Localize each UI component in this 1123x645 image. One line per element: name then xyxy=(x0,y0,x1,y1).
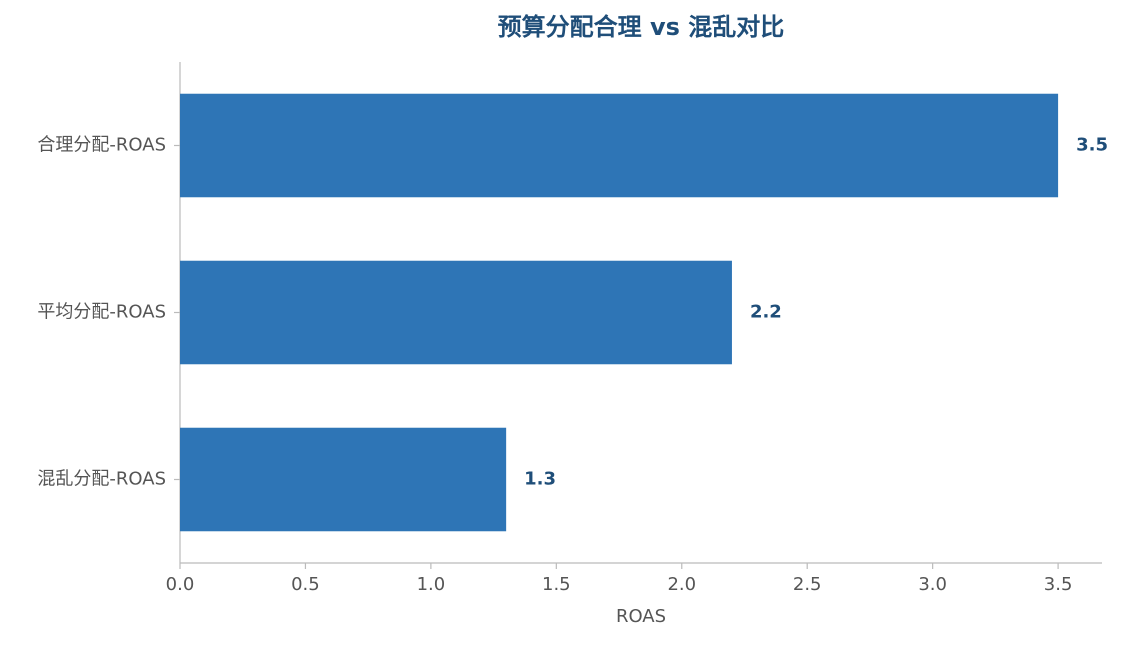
value-label: 1.3 xyxy=(524,469,556,490)
bar xyxy=(180,427,507,532)
x-tick-label: 1.0 xyxy=(417,574,446,595)
y-tick-label: 平均分配-ROAS xyxy=(37,302,166,323)
x-tick-label: 0.0 xyxy=(166,574,195,595)
x-tick-label: 1.5 xyxy=(542,574,571,595)
x-tick-label: 0.5 xyxy=(291,574,320,595)
value-label: 2.2 xyxy=(750,302,782,323)
x-tick-label: 2.5 xyxy=(793,574,822,595)
bar xyxy=(180,93,1059,198)
chart-title: 预算分配合理 vs 混乱对比 xyxy=(498,13,785,41)
y-tick-label: 合理分配-ROAS xyxy=(37,135,166,156)
bar xyxy=(180,260,732,365)
value-label: 3.5 xyxy=(1076,135,1108,156)
x-tick-label: 2.0 xyxy=(667,574,696,595)
x-axis-label: ROAS xyxy=(616,606,666,627)
x-tick-label: 3.5 xyxy=(1044,574,1073,595)
x-tick-label: 3.0 xyxy=(918,574,947,595)
y-tick-label: 混乱分配-ROAS xyxy=(37,469,166,490)
